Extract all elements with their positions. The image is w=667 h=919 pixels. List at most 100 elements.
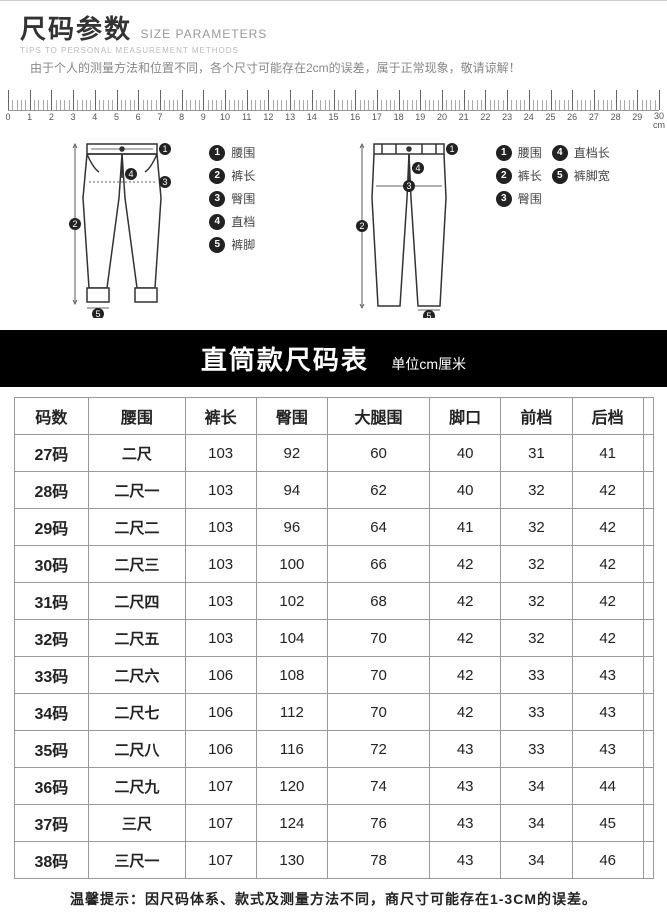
table-cell: 41 [430, 509, 501, 546]
ruler-label: 8 [179, 112, 184, 122]
legend-badge: 4 [552, 145, 568, 161]
legend-item: 4直档 [209, 213, 255, 230]
table-cell: 43 [430, 842, 501, 879]
table-cell [643, 731, 653, 768]
table-cell: 37码 [14, 805, 89, 842]
table-cell: 120 [256, 768, 327, 805]
table-cell: 42 [430, 583, 501, 620]
ruler-label: 28 [611, 112, 621, 122]
table-cell: 78 [328, 842, 430, 879]
table-cell [643, 472, 653, 509]
table-header-cell: 后档 [572, 398, 643, 435]
svg-text:5: 5 [96, 309, 101, 318]
table-row: 30码二尺三10310066423242 [14, 546, 653, 583]
table-cell: 70 [328, 620, 430, 657]
legend-badge: 5 [552, 168, 568, 184]
legend-label: 臀围 [518, 190, 542, 207]
table-cell: 72 [328, 731, 430, 768]
table-cell [643, 620, 653, 657]
table-cell: 106 [185, 657, 256, 694]
legend-badge: 2 [496, 168, 512, 184]
size-table: 码数腰围裤长臀围大腿围脚口前档后档 27码二尺103926040314128码二… [14, 397, 654, 879]
table-cell [643, 694, 653, 731]
table-cell [643, 805, 653, 842]
ruler-label: 14 [307, 112, 317, 122]
ruler-label: 13 [285, 112, 295, 122]
ruler-label: 2 [49, 112, 54, 122]
ruler-label: 6 [136, 112, 141, 122]
table-cell: 32 [501, 583, 572, 620]
table-cell: 二尺六 [89, 657, 185, 694]
legend-label: 裤脚 [231, 236, 255, 253]
table-cell: 34 [501, 842, 572, 879]
table-cell: 42 [430, 620, 501, 657]
table-header-row: 码数腰围裤长臀围大腿围脚口前档后档 [14, 398, 653, 435]
ruler-label: 3 [71, 112, 76, 122]
table-cell: 43 [572, 731, 643, 768]
table-cell: 30码 [14, 546, 89, 583]
table-row: 34码二尺七10611270423343 [14, 694, 653, 731]
table-cell: 42 [572, 509, 643, 546]
ruler-label: 17 [372, 112, 382, 122]
legend-label: 臀围 [231, 190, 255, 207]
header-note: 由于个人的测量方法和位置不同，各个尺寸可能存在2cm的误差，属于正常现象，敬请谅… [0, 59, 667, 82]
table-cell: 40 [430, 472, 501, 509]
table-cell: 68 [328, 583, 430, 620]
table-cell: 33 [501, 731, 572, 768]
table-cell: 70 [328, 694, 430, 731]
legend-b: 1腰围4直档长2裤长5裤脚宽3臀围 [496, 144, 620, 213]
legend-badge: 1 [496, 145, 512, 161]
table-cell: 104 [256, 620, 327, 657]
table-cell: 二尺四 [89, 583, 185, 620]
table-cell: 二尺二 [89, 509, 185, 546]
ruler-label: 19 [415, 112, 425, 122]
table-cell: 45 [572, 805, 643, 842]
ruler-label: 9 [201, 112, 206, 122]
legend-item: 1腰围 [496, 144, 542, 161]
table-cell: 42 [572, 472, 643, 509]
footer-tip: 温馨提示：因尺码体系、款式及测量方法不同，商尺寸可能存在1-3CM的误差。 [0, 885, 667, 919]
table-cell: 三尺一 [89, 842, 185, 879]
table-cell: 27码 [14, 435, 89, 472]
table-cell [643, 509, 653, 546]
table-cell: 107 [185, 805, 256, 842]
ruler-label: 29 [632, 112, 642, 122]
legend-badge: 3 [496, 191, 512, 207]
table-cell: 108 [256, 657, 327, 694]
table-row: 37码三尺10712476433445 [14, 805, 653, 842]
table-cell: 34码 [14, 694, 89, 731]
table-cell: 34 [501, 768, 572, 805]
table-cell: 42 [430, 694, 501, 731]
table-title-main: 直筒款尺码表 [201, 345, 369, 375]
table-body: 27码二尺103926040314128码二尺一103946240324229码… [14, 435, 653, 879]
table-cell: 66 [328, 546, 430, 583]
table-cell: 44 [572, 768, 643, 805]
ruler-label: 22 [480, 112, 490, 122]
legend-item: 3臀围 [209, 190, 255, 207]
legend-badge: 4 [209, 214, 225, 230]
table-cell: 40 [430, 435, 501, 472]
legend-item: 3 臀围 [496, 190, 542, 207]
table-cell: 103 [185, 472, 256, 509]
table-cell: 42 [430, 546, 501, 583]
ruler-label: 7 [157, 112, 162, 122]
table-cell: 116 [256, 731, 327, 768]
legend-label: 裤长 [231, 167, 255, 184]
table-cell [643, 435, 653, 472]
table-cell: 32 [501, 620, 572, 657]
table-cell: 60 [328, 435, 430, 472]
table-cell [643, 768, 653, 805]
table-row: 38码三尺一10713078433446 [14, 842, 653, 879]
table-cell: 42 [572, 583, 643, 620]
legend-item: 4直档长 [552, 144, 610, 161]
table-cell: 124 [256, 805, 327, 842]
table-cell: 64 [328, 509, 430, 546]
svg-text:1: 1 [449, 144, 454, 154]
table-cell: 二尺三 [89, 546, 185, 583]
table-title-sub: 单位cm厘米 [391, 356, 466, 372]
table-cell: 112 [256, 694, 327, 731]
table-cell [643, 842, 653, 879]
table-header-cell: 臀围 [256, 398, 327, 435]
table-cell: 34 [501, 805, 572, 842]
table-cell: 70 [328, 657, 430, 694]
